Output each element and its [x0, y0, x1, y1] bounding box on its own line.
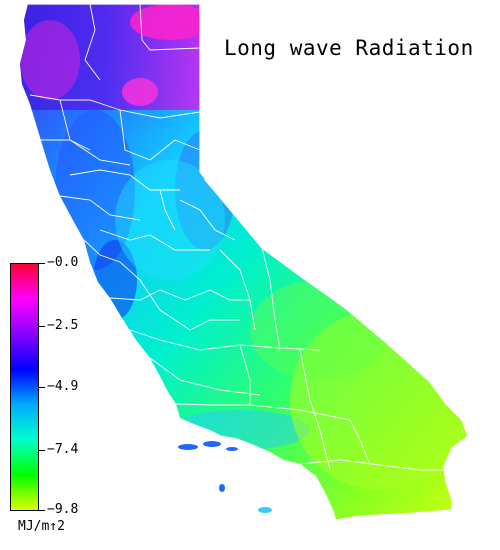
county-lines	[29, 4, 452, 471]
channel-islands	[178, 441, 272, 513]
state-border	[28, 3, 469, 521]
southern-coast-zone	[170, 410, 310, 450]
map-title: Long wave Radiation	[224, 36, 474, 60]
north-high-zone	[130, 4, 210, 40]
mojave-zone	[250, 280, 390, 380]
shasta-high-zone	[122, 78, 158, 106]
northwest-zone	[20, 20, 80, 100]
